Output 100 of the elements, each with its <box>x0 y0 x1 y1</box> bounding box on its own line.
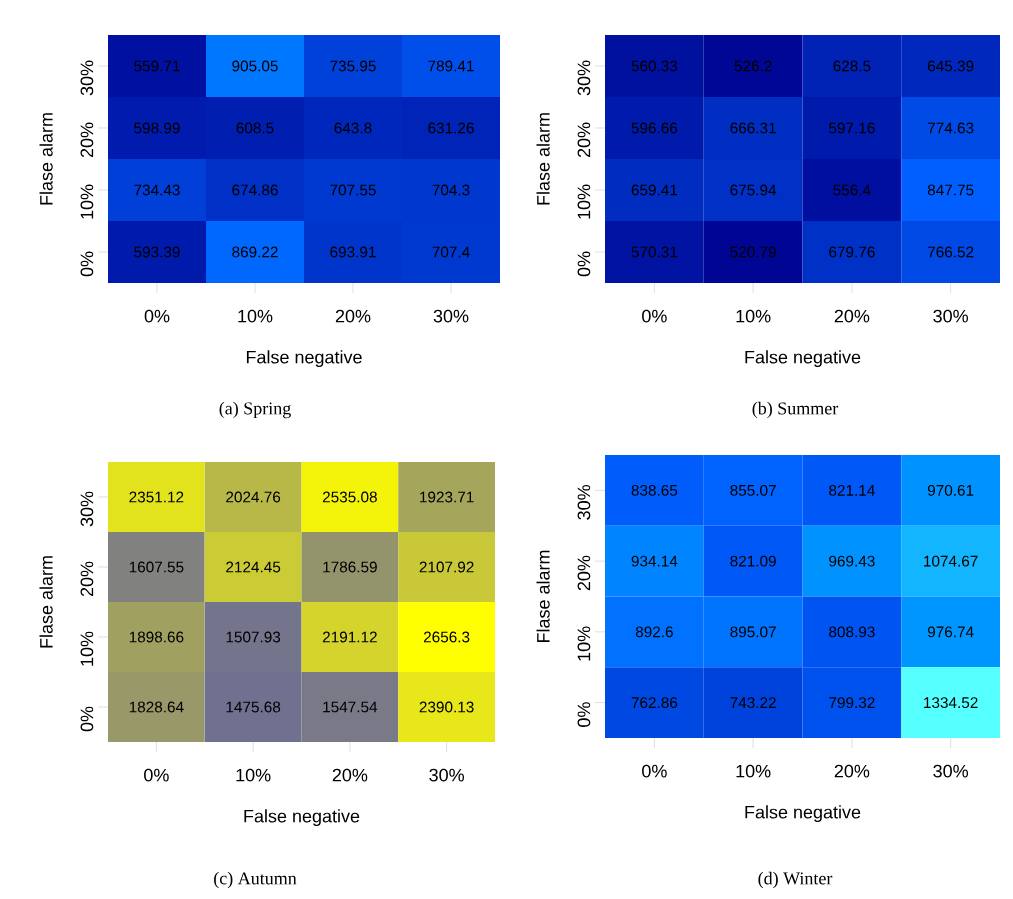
data-label: 2024.76 <box>226 491 281 503</box>
data-label: 774.63 <box>927 122 974 134</box>
y-tick-label: 0% <box>80 251 94 277</box>
y-axis-title: Flase alarm <box>536 550 550 643</box>
x-tick-label: 30% <box>429 768 464 782</box>
x-tick-label: 20% <box>332 768 368 782</box>
x-tick-label: 20% <box>834 309 870 323</box>
data-label: 762.86 <box>631 697 678 709</box>
text: (d) Winter <box>758 871 833 889</box>
data-label: 666.31 <box>730 122 776 134</box>
data-label: 734.43 <box>134 184 180 196</box>
data-label: 704.3 <box>432 184 470 196</box>
x-tick-label: 10% <box>736 309 771 323</box>
x-axis-title: False negative <box>246 350 362 368</box>
data-label: 869.22 <box>232 246 278 258</box>
data-label: 743.22 <box>730 697 776 709</box>
data-label: 847.75 <box>927 184 974 196</box>
data-label: 2191.12 <box>322 631 377 643</box>
data-label: 596.66 <box>631 122 678 134</box>
data-label: 808.93 <box>829 626 875 638</box>
x-tick-label: 10% <box>736 764 771 778</box>
data-label: 838.65 <box>631 484 678 496</box>
x-tick-label: 10% <box>236 768 271 782</box>
data-label: 855.07 <box>730 484 776 496</box>
y-tick-label: 0% <box>577 702 591 727</box>
data-label: 560.33 <box>631 60 678 72</box>
x-tick-label: 30% <box>933 764 969 778</box>
data-label: 2107.92 <box>419 561 474 573</box>
data-label: 934.14 <box>631 555 678 567</box>
y-tick-label: 30% <box>80 60 94 96</box>
y-tick-label: 0% <box>80 706 94 732</box>
data-label: 526.2 <box>734 60 772 72</box>
data-label: 645.39 <box>927 60 974 72</box>
y-tick-label: 20% <box>80 561 94 597</box>
data-label: 598.99 <box>134 122 180 134</box>
x-tick-label: 30% <box>933 309 969 323</box>
y-tick-label: 30% <box>577 60 591 96</box>
text: (b) Summer <box>752 401 839 419</box>
x-tick-label: 20% <box>335 309 371 323</box>
data-label: 970.61 <box>927 484 974 496</box>
data-label: 593.39 <box>134 246 180 258</box>
data-label: 2535.08 <box>322 491 377 503</box>
y-tick-label: 10% <box>80 184 94 219</box>
data-label: 559.71 <box>134 60 180 72</box>
y-axis-title: Flase alarm <box>39 113 53 205</box>
y-tick-label: 10% <box>80 631 94 666</box>
x-axis-title: False negative <box>745 350 861 368</box>
data-label: 789.41 <box>428 60 474 72</box>
y-tick-label: 30% <box>577 485 591 520</box>
data-label: 2124.45 <box>226 561 281 573</box>
x-axis-title: False negative <box>745 805 861 823</box>
data-label: 1475.68 <box>226 701 281 713</box>
data-label: 674.86 <box>232 184 278 196</box>
data-label: 520.79 <box>730 246 776 258</box>
y-tick-label: 30% <box>80 491 94 527</box>
x-tick-label: 0% <box>642 309 667 323</box>
text: (c) Autumn <box>214 871 297 889</box>
data-label: 608.5 <box>236 122 274 134</box>
data-label: 570.31 <box>631 246 678 258</box>
data-label: 1786.59 <box>323 561 377 573</box>
data-label: 628.5 <box>833 60 871 72</box>
data-label: 905.05 <box>232 60 278 72</box>
data-label: 766.52 <box>927 246 974 258</box>
data-label: 1923.71 <box>420 491 474 503</box>
text: (a) Spring <box>219 401 291 419</box>
data-label: 1507.93 <box>226 631 281 643</box>
x-tick-label: 10% <box>238 309 273 323</box>
y-tick-label: 20% <box>577 555 591 591</box>
data-label: 1547.54 <box>323 701 378 713</box>
data-label: 1334.52 <box>924 697 978 709</box>
data-label: 597.16 <box>829 122 875 134</box>
data-label: 631.26 <box>428 122 474 134</box>
data-label: 2390.13 <box>419 701 474 713</box>
data-label: 821.09 <box>730 555 776 567</box>
data-label: 675.94 <box>730 184 777 196</box>
data-label: 693.91 <box>330 246 376 258</box>
data-label: 707.4 <box>432 246 470 258</box>
data-label: 976.74 <box>927 626 974 638</box>
data-label: 556.4 <box>833 184 871 196</box>
y-tick-label: 0% <box>577 251 591 277</box>
data-label: 2656.3 <box>423 631 470 643</box>
y-axis-title: Flase alarm <box>39 556 53 648</box>
data-label: 679.76 <box>829 246 875 258</box>
data-label: 2351.12 <box>129 491 184 503</box>
data-label: 969.43 <box>829 555 875 567</box>
data-label: 1898.66 <box>129 631 184 643</box>
data-label: 892.6 <box>635 626 673 638</box>
x-axis-title: False negative <box>244 809 360 827</box>
data-label: 1828.64 <box>129 701 184 713</box>
x-tick-label: 0% <box>144 768 169 782</box>
x-tick-label: 20% <box>834 764 870 778</box>
data-label: 707.55 <box>330 184 376 196</box>
data-label: 1607.55 <box>129 561 184 573</box>
data-label: 895.07 <box>730 626 776 638</box>
y-axis-title: Flase alarm <box>536 113 550 205</box>
y-tick-label: 10% <box>577 184 591 219</box>
data-label: 643.8 <box>334 122 372 134</box>
y-tick-label: 20% <box>80 122 94 158</box>
data-label: 735.95 <box>330 60 376 72</box>
data-label: 799.32 <box>829 697 875 709</box>
